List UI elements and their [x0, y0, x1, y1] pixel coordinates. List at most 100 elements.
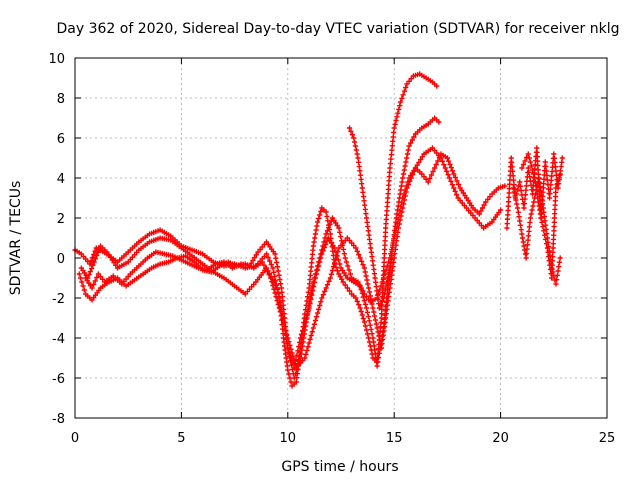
trace-point	[524, 246, 530, 252]
data-point	[87, 261, 93, 267]
trace-point	[522, 196, 528, 202]
data-point	[419, 171, 425, 177]
trace-point	[274, 259, 280, 266]
trace-point	[396, 221, 402, 227]
x-tick-label: 10	[280, 431, 297, 446]
trace-point	[419, 154, 425, 160]
data-point	[370, 305, 376, 311]
trace-point	[547, 186, 553, 192]
trace-point	[529, 167, 536, 173]
trace-point	[292, 361, 298, 367]
trace-point	[267, 258, 273, 264]
x-tick-label: 0	[71, 431, 79, 446]
trace-point	[349, 132, 355, 138]
trace-point	[534, 154, 540, 160]
trace-point	[410, 172, 416, 178]
trace-point	[398, 213, 404, 219]
trace-point	[327, 221, 333, 227]
trace-point	[395, 110, 401, 116]
trace-point	[452, 174, 458, 181]
trace-point	[352, 143, 359, 149]
trace-point	[305, 311, 311, 317]
trace-point	[359, 312, 365, 318]
trace-point	[388, 259, 394, 265]
trace-point	[510, 168, 516, 174]
data-point	[361, 319, 368, 325]
trace-point	[320, 243, 326, 249]
trace-point	[308, 332, 314, 339]
trace-point	[107, 254, 114, 260]
data-point	[276, 305, 282, 311]
trace-point	[274, 264, 281, 270]
data-point	[104, 249, 110, 255]
trace-point	[442, 165, 448, 171]
trace-point	[408, 175, 414, 181]
trace-point	[306, 303, 312, 309]
trace-point	[266, 272, 272, 278]
trace-point	[512, 193, 518, 199]
trace-point	[430, 168, 436, 175]
trace-point	[528, 163, 535, 169]
trace-point	[526, 228, 532, 234]
data-points	[72, 71, 565, 389]
trace-point	[455, 181, 462, 188]
data-point	[400, 175, 406, 181]
trace-point	[348, 128, 354, 134]
trace-point	[408, 76, 414, 82]
trace-point	[513, 197, 519, 203]
trace-point	[366, 285, 372, 291]
trace-point	[541, 228, 547, 234]
data-point	[519, 165, 525, 171]
trace-point	[548, 177, 554, 183]
trace-point	[279, 316, 286, 322]
trace-point	[522, 158, 528, 164]
data-point	[76, 271, 82, 277]
y-tick-label: 8	[57, 92, 65, 107]
trace-point	[337, 261, 343, 267]
trace-point	[375, 359, 381, 365]
trace-point	[516, 214, 522, 220]
trace-point	[87, 269, 93, 275]
trace-point	[313, 227, 319, 233]
trace-point	[277, 276, 283, 283]
trace-point	[326, 278, 332, 284]
trace-point	[364, 309, 371, 315]
trace-point	[272, 290, 278, 296]
trace-point	[289, 366, 295, 373]
data-point	[380, 295, 387, 301]
trace-point	[390, 138, 396, 144]
trace-point	[515, 209, 521, 215]
trace-point	[372, 317, 379, 323]
trace-point	[379, 279, 385, 285]
trace-point	[388, 152, 394, 158]
trace-point	[354, 151, 360, 157]
trace-point	[400, 201, 407, 207]
trace-point	[540, 223, 546, 230]
trace-point	[510, 173, 516, 179]
trace-point	[286, 349, 292, 355]
trace-point	[452, 188, 458, 194]
trace-point	[252, 255, 258, 261]
trace-point	[358, 258, 365, 264]
data-point	[374, 363, 380, 369]
trace-point	[505, 207, 511, 214]
data-point	[304, 315, 310, 321]
data-point	[263, 251, 270, 257]
data-point	[336, 271, 342, 277]
trace-point	[354, 298, 360, 304]
trace-point	[106, 252, 112, 258]
trace-point	[358, 308, 364, 315]
trace-point	[478, 208, 484, 214]
trace-point	[334, 252, 340, 259]
trace-point	[324, 213, 330, 219]
y-tick-label: 4	[57, 172, 65, 187]
trace-point	[403, 189, 409, 195]
data-point	[340, 279, 346, 285]
data-point	[515, 205, 521, 211]
trace-point	[518, 227, 524, 233]
trace-point	[310, 288, 316, 294]
trace-point	[401, 167, 407, 173]
trace-point	[542, 232, 548, 238]
data-point	[91, 259, 97, 265]
data-point	[323, 231, 329, 237]
